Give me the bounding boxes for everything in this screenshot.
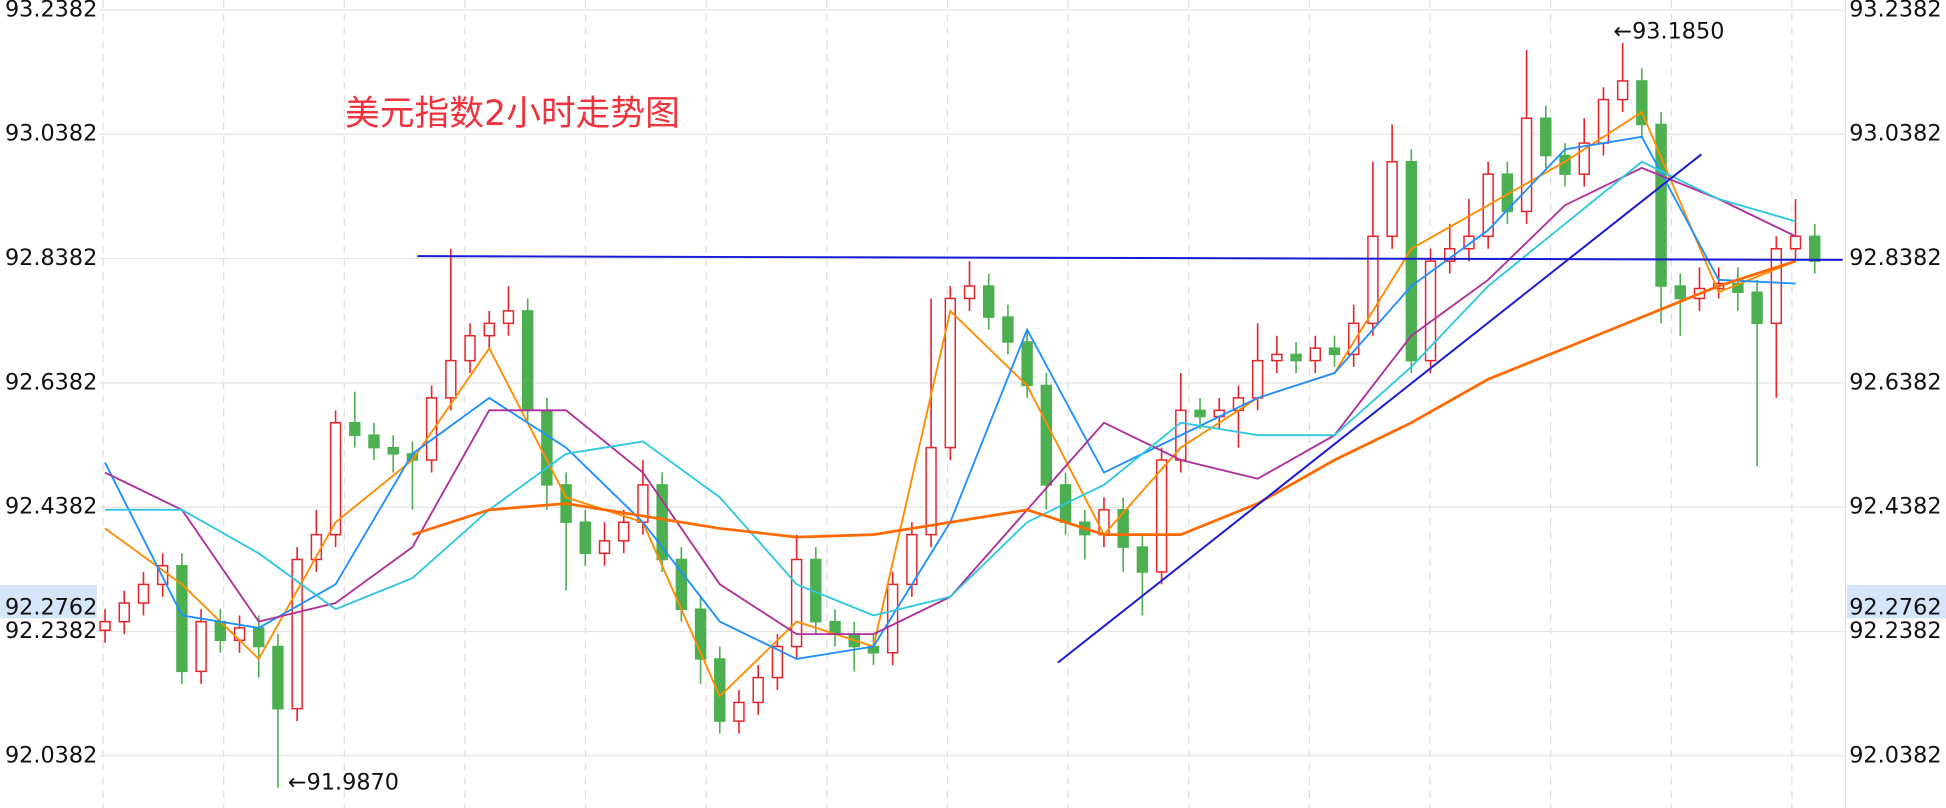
candle-body — [1463, 235, 1475, 250]
moving-average-line — [104, 160, 1796, 617]
candle-body — [272, 645, 284, 710]
candle-body — [598, 540, 611, 555]
y-tick-label: 92.2382 — [5, 618, 97, 644]
candle-body — [137, 583, 150, 604]
candle-body — [1501, 173, 1514, 213]
candle-body — [1578, 142, 1590, 175]
candle-body — [521, 310, 534, 412]
candle-body — [694, 608, 707, 660]
candle-body — [387, 446, 399, 455]
candle-body — [1155, 459, 1168, 573]
candle-body — [1751, 291, 1763, 325]
last-price-label-right: 92.2762 — [1849, 594, 1941, 620]
candle-body — [1002, 316, 1014, 343]
candle-body — [195, 620, 207, 673]
candle-body — [502, 310, 515, 325]
y-tick-label-right: 92.0382 — [1849, 742, 1941, 768]
candle-body — [1271, 353, 1283, 362]
moving-average-line — [104, 110, 1796, 698]
candle-body — [1789, 235, 1802, 250]
y-tick-label: 92.6382 — [5, 369, 97, 395]
plot: 93.2382 93.2382 93.0382 93.0382 92.8382 92.83… — [5, 0, 1942, 808]
candle-body — [906, 533, 918, 586]
candle-body — [1194, 409, 1206, 418]
y-tick-label-right: 92.6382 — [1849, 369, 1941, 395]
candle-body — [1347, 322, 1360, 356]
candle-body — [1770, 247, 1783, 325]
candle-body — [368, 434, 380, 449]
candle-body — [176, 564, 188, 673]
moving-average-line — [411, 259, 1797, 539]
candle-body — [982, 285, 995, 318]
y-tick-label-right: 92.2382 — [1849, 618, 1941, 644]
y-tick-label-right: 92.4382 — [1849, 494, 1941, 520]
annotation: ←93.1850 — [1613, 19, 1724, 45]
candle-body — [733, 701, 745, 722]
y-tick-label-right: 93.0382 — [1849, 121, 1941, 147]
y-tick-label: 92.0382 — [5, 742, 97, 768]
last-price-box — [0, 584, 97, 619]
candle-body — [329, 422, 342, 536]
candle-body — [1367, 235, 1379, 325]
candle-body — [1021, 341, 1033, 387]
candle-body — [1309, 347, 1321, 362]
candle-body — [291, 558, 303, 710]
candle-body — [1251, 359, 1264, 399]
y-tick-label: 93.0382 — [5, 121, 97, 147]
candle-body — [445, 359, 457, 399]
candle-body — [118, 602, 130, 623]
last-price-label: 92.2762 — [5, 594, 97, 620]
candle-body — [1636, 80, 1648, 126]
candle-body — [1616, 80, 1629, 101]
candle-body — [944, 297, 956, 449]
y-tick-label-right: 93.2382 — [1849, 0, 1941, 22]
candle-body — [1290, 353, 1302, 362]
trend-line — [417, 255, 1843, 261]
candle-body — [579, 521, 592, 555]
candle-body — [1674, 285, 1686, 300]
candle-body — [714, 658, 726, 722]
candle-body — [771, 645, 784, 679]
candle-body — [1040, 384, 1053, 486]
y-tick-label-right: 92.8382 — [1849, 245, 1941, 271]
candle-body — [253, 627, 265, 648]
candle-body — [1136, 546, 1149, 573]
candle-body — [1809, 235, 1821, 262]
candle-body — [618, 521, 630, 542]
candle-body — [656, 484, 668, 561]
candle-body — [925, 446, 937, 536]
y-tick-label: 93.2382 — [5, 0, 97, 22]
candle-body — [963, 285, 976, 300]
candle-body — [1424, 260, 1437, 362]
candle-body — [1540, 117, 1552, 157]
candle-body — [790, 558, 803, 648]
last-price-box — [1846, 584, 1946, 619]
candle-body — [464, 335, 476, 362]
candle-body — [1117, 509, 1129, 548]
annotation: ←91.9870 — [288, 770, 399, 796]
candle-body — [233, 627, 246, 642]
candle-body — [1405, 160, 1418, 362]
y-tick-label: 92.8382 — [5, 245, 97, 271]
candle-body — [425, 397, 438, 461]
candle-body — [1559, 154, 1571, 175]
candle-body — [752, 676, 764, 704]
candle-body — [1328, 347, 1341, 356]
y-tick-label: 92.4382 — [5, 494, 97, 520]
candle-body — [1655, 123, 1667, 287]
candle-body — [886, 583, 899, 654]
chart-title: 美元指数2小时走势图 — [345, 94, 680, 134]
candle-body — [1520, 117, 1533, 213]
trend-line — [1057, 153, 1703, 664]
candle-body — [349, 422, 361, 436]
candle-body — [99, 620, 111, 632]
candle-body — [541, 409, 553, 486]
candle-body — [483, 322, 495, 337]
candle-body — [1386, 160, 1398, 238]
